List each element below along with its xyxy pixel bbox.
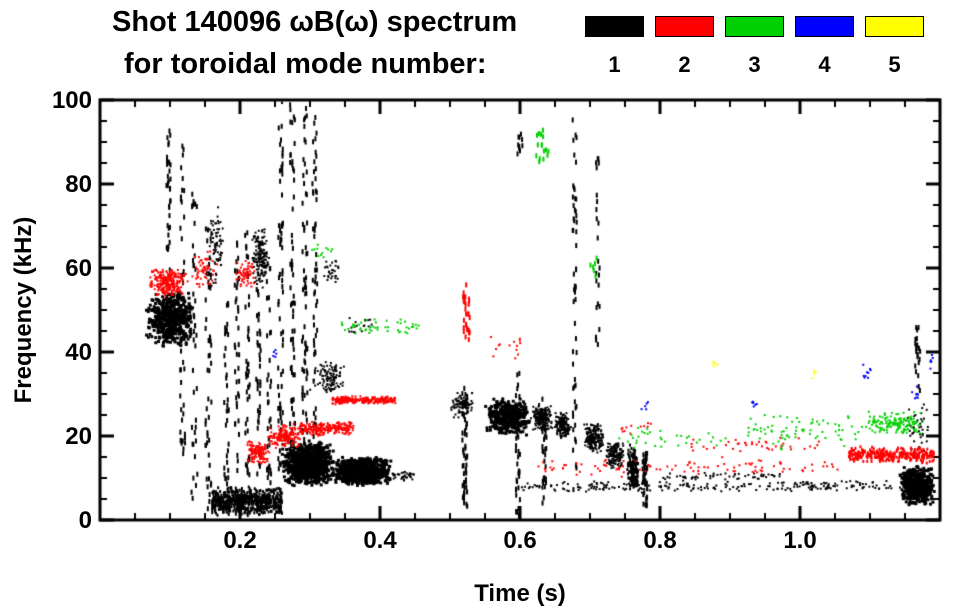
chart-title: Shot 140096 ωB(ω) spectrum <box>112 6 518 38</box>
y-tick-label: 40 <box>65 339 92 366</box>
legend-label-mode-3: 3 <box>748 52 761 77</box>
x-tick-label: 1.0 <box>783 527 817 554</box>
legend-swatch-mode-3 <box>725 16 784 37</box>
y-tick-label: 0 <box>78 507 92 534</box>
legend-label-mode-4: 4 <box>818 52 831 77</box>
y-tick-label: 80 <box>65 171 92 198</box>
y-tick-label: 20 <box>65 423 92 450</box>
legend-swatch-mode-2 <box>655 16 714 37</box>
x-tick-label: 0.2 <box>223 527 257 554</box>
legend-label-mode-2: 2 <box>678 52 691 77</box>
legend-swatch-mode-1 <box>585 16 644 37</box>
legend-label-mode-5: 5 <box>888 52 901 77</box>
x-axis-label: Time (s) <box>474 580 566 607</box>
x-tick-label: 0.4 <box>363 527 397 554</box>
y-axis-label: Frequency (kHz) <box>10 216 37 404</box>
x-tick-label: 0.6 <box>503 527 537 554</box>
y-tick-label: 60 <box>65 255 92 282</box>
x-tick-label: 0.8 <box>643 527 677 554</box>
legend-swatch-mode-5 <box>865 16 924 37</box>
legend-label-mode-1: 1 <box>608 52 621 77</box>
legend-swatch-mode-4 <box>795 16 854 37</box>
chart-subtitle: for toroidal mode number: <box>124 48 487 80</box>
y-tick-label: 100 <box>51 87 92 114</box>
